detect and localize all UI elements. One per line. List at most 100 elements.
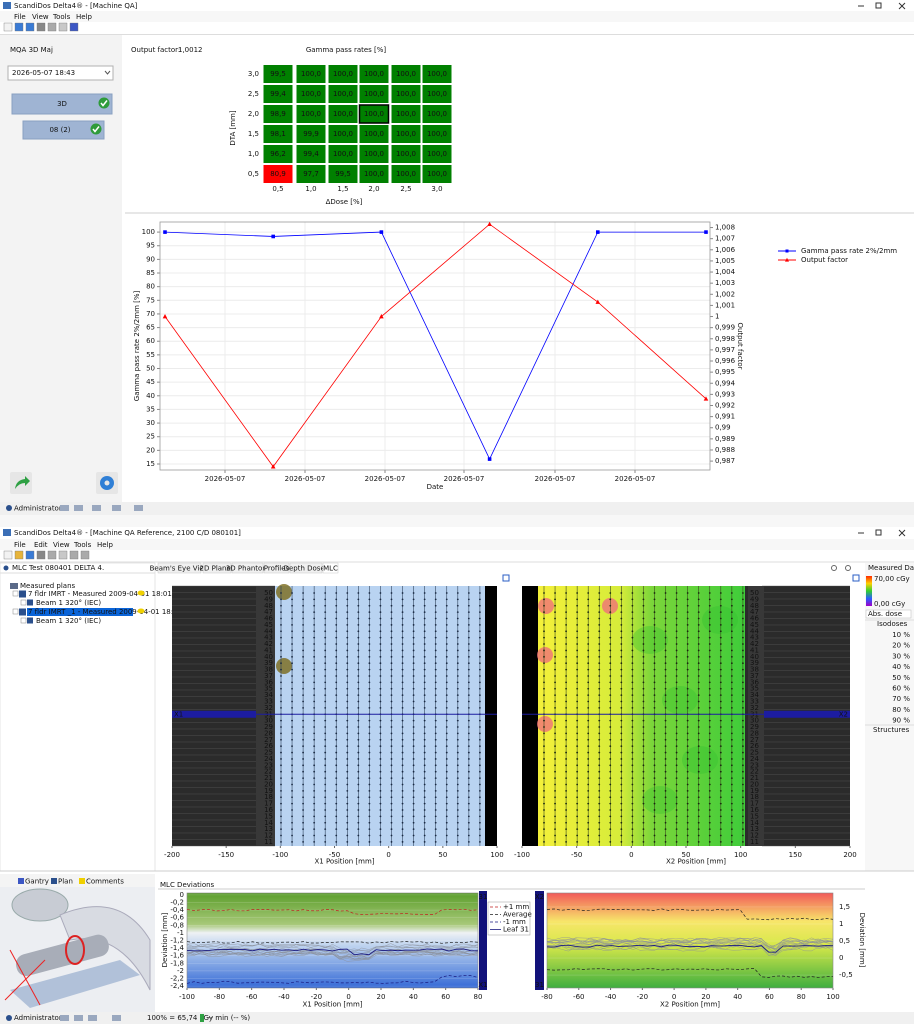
detector [565,630,567,633]
detector [280,592,282,594]
detector [357,662,360,665]
detector [587,751,590,754]
detector [642,802,645,805]
detector [708,662,711,665]
detector [368,706,371,709]
menu-item[interactable]: Edit [34,541,48,549]
detector [675,796,678,799]
detector [423,796,426,799]
detector [598,751,601,754]
detector [719,745,722,748]
detector [357,809,360,811]
y2-tick-label: 0,989 [715,435,735,443]
menu-item[interactable]: View [53,541,70,549]
button-label[interactable]: 08 (2) [49,126,70,134]
menu-item[interactable]: Help [97,541,114,549]
tab-label[interactable]: 2D Planes [200,565,235,573]
detector [543,802,545,805]
isodose-level[interactable]: 90 % [892,717,910,725]
leaf-number: 47 [750,608,759,616]
isodose-level[interactable]: 80 % [892,706,910,714]
detector [313,809,316,811]
detector [653,617,656,620]
leaf-number: 42 [264,640,273,648]
isodose-level[interactable]: 50 % [892,674,910,682]
detector [324,777,327,779]
detector [686,675,689,677]
isodose-level[interactable]: 20 % [892,642,910,650]
detector [598,841,601,843]
detector [697,726,700,728]
tab-label[interactable]: Comments [86,878,124,886]
menu-item[interactable]: Tools [52,13,71,21]
menu-item[interactable]: File [14,13,26,21]
tab-icon [79,878,85,884]
menu-item[interactable]: View [32,13,49,21]
detector [357,815,360,818]
isodose-level[interactable]: 40 % [892,663,910,671]
detector [730,636,733,639]
y-tick-label: 40 [146,392,155,400]
detector [565,809,567,811]
detector [554,694,556,697]
detector [598,764,601,767]
detector [697,611,700,614]
detector [390,809,393,811]
detector [554,655,556,658]
detector [434,777,437,779]
isodose-level[interactable]: 10 % [892,631,910,639]
button-label[interactable]: 3D [57,100,67,108]
cell-value: 80,9 [270,170,286,178]
isodose-level[interactable]: 60 % [892,685,910,693]
bank-label: X2 [535,893,544,901]
detector [423,815,426,818]
detector [368,764,371,767]
tab-label[interactable]: Profiles [264,565,290,573]
leaf-number: 37 [750,672,759,680]
detector [598,809,601,811]
detector [324,802,327,805]
detector [598,675,601,677]
tab-label[interactable]: Depth Doses [284,565,329,573]
isodose-level[interactable]: 30 % [892,652,910,660]
x-axis-label: X2 Position [mm] [660,1001,720,1009]
y-tick-label: 95 [146,242,155,250]
isodose-level[interactable]: 70 % [892,695,910,703]
tree-beam[interactable]: Beam 1 320° (IEC) [36,599,101,607]
detector [401,809,404,811]
tree-plan[interactable]: 7 fldr IMRT _1 - Measured 2009-04-01 18:… [28,608,182,616]
detector [346,668,349,671]
detector [479,624,481,626]
tree-plan[interactable]: 7 fldr IMRT - Measured 2009-04-01 18:01 [28,590,172,598]
menu-item[interactable]: File [14,541,26,549]
detector [412,828,415,831]
tab-label[interactable]: 3D Phantom [226,565,269,573]
detector [412,649,415,652]
detector [742,796,744,799]
tree-beam[interactable]: Beam 1 320° (IEC) [36,617,101,625]
detector [335,815,338,818]
detector [742,662,744,665]
menu-item[interactable]: Help [76,13,93,21]
tab-label[interactable]: MLC [323,565,338,573]
tab-label[interactable]: MLC Deviations [160,881,215,889]
tab-label[interactable]: Beam's Eye View [150,565,210,573]
leaf-number: 50 [264,589,273,597]
detector [587,636,590,639]
menu-item[interactable]: Tools [73,541,92,549]
detector [719,732,722,735]
leaf-band [535,891,544,990]
detector [598,815,601,818]
tab-label[interactable]: Plan [58,878,73,886]
detector [313,828,316,831]
leaf-number: 40 [264,653,273,661]
detector [357,821,360,824]
detector [686,802,689,805]
tab-label[interactable]: Gantry [25,878,49,886]
bank-label: X1 [174,710,183,718]
detector [576,719,579,722]
detector [291,624,293,626]
detector [653,726,656,728]
dose-mode[interactable]: Abs. dose [868,610,902,618]
detector [742,687,744,690]
